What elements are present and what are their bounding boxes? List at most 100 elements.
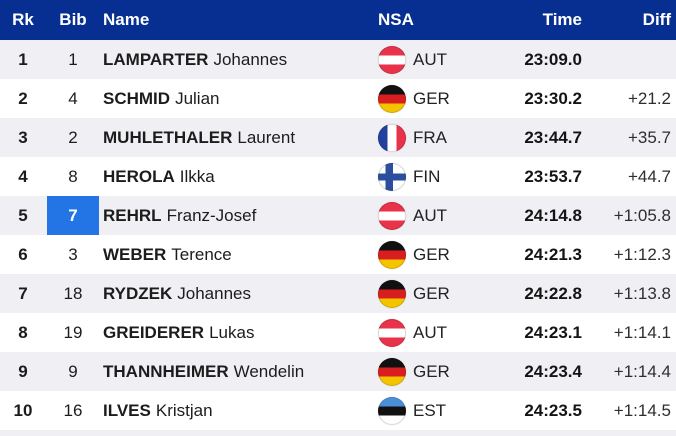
nsa-cell: AUT xyxy=(378,45,500,74)
nsa-cell: GER xyxy=(378,240,500,269)
bib-number: 9 xyxy=(68,361,78,381)
time-value: 24:21.3 xyxy=(524,244,582,264)
time-value: 23:53.7 xyxy=(524,166,582,186)
athlete-firstname: Kristjan xyxy=(155,400,213,420)
athlete-firstname: Laurent xyxy=(237,127,296,147)
athlete-name: THANNHEIMER Wendelin xyxy=(100,362,378,382)
athlete-surname: THANNHEIMER xyxy=(103,361,229,381)
athlete-firstname: Lukas xyxy=(209,322,255,342)
header-diff: Diff xyxy=(642,10,671,29)
rank: 10 xyxy=(13,400,33,420)
table-row[interactable]: 7 18 RYDZEK Johannes GER 24:22.8 +1:13.8 xyxy=(0,274,676,313)
flag-icon xyxy=(378,45,406,74)
nsa-cell: FIN xyxy=(378,162,500,191)
table-row[interactable]: 8 19 GREIDERER Lukas AUT 24:23.1 +1:14.1 xyxy=(0,313,676,352)
time-value: 24:23.5 xyxy=(524,400,582,420)
diff-value: +1:14.1 xyxy=(613,322,671,342)
table-header: Rk Bib Name NSA Time Diff xyxy=(0,0,676,40)
rank: 4 xyxy=(18,166,28,186)
flag-icon xyxy=(378,396,406,425)
nsa-code: AUT xyxy=(413,322,447,342)
nsa-code: GER xyxy=(413,88,450,108)
time-value: 24:23.4 xyxy=(524,361,582,381)
flag-icon xyxy=(378,318,406,347)
nsa-code: GER xyxy=(413,283,450,303)
bib-number: 3 xyxy=(68,244,78,264)
diff-value: +1:14.5 xyxy=(613,400,671,420)
diff-value: +35.7 xyxy=(627,127,671,147)
nsa-code: GER xyxy=(413,361,450,381)
nsa-code: FIN xyxy=(413,166,441,186)
flag-icon xyxy=(378,123,406,152)
flag-icon xyxy=(378,201,406,230)
athlete-surname: ILVES xyxy=(103,400,151,420)
header-nsa: NSA xyxy=(378,10,414,29)
flag-icon xyxy=(378,162,406,191)
athlete-name: WEBER Terence xyxy=(100,245,378,265)
next-row-partial xyxy=(0,430,676,436)
table-row-selected[interactable]: 5 7 REHRL Franz-Josef AUT 24:14.8 +1:05.8 xyxy=(0,196,676,235)
athlete-name: SCHMID Julian xyxy=(100,89,378,109)
time-value: 24:22.8 xyxy=(524,283,582,303)
athlete-name: MUHLETHALER Laurent xyxy=(100,128,378,148)
rank: 8 xyxy=(18,322,28,342)
table-row[interactable]: 2 4 SCHMID Julian GER 23:30.2 +21.2 xyxy=(0,79,676,118)
table-row[interactable]: 4 8 HEROLA Ilkka FIN 23:53.7 +44.7 xyxy=(0,157,676,196)
athlete-surname: WEBER xyxy=(103,244,167,264)
diff-value: +1:12.3 xyxy=(613,244,671,264)
athlete-surname: LAMPARTER xyxy=(103,49,209,69)
nsa-code: AUT xyxy=(413,49,447,69)
athlete-surname: MUHLETHALER xyxy=(103,127,233,147)
rank: 9 xyxy=(18,361,28,381)
flag-icon xyxy=(378,357,406,386)
header-name: Name xyxy=(103,10,150,29)
athlete-surname: RYDZEK xyxy=(103,283,173,303)
table-row[interactable]: 6 3 WEBER Terence GER 24:21.3 +1:12.3 xyxy=(0,235,676,274)
athlete-name: REHRL Franz-Josef xyxy=(100,206,378,226)
table-row[interactable]: 9 9 THANNHEIMER Wendelin GER 24:23.4 +1:1… xyxy=(0,352,676,391)
diff-value: +1:14.4 xyxy=(613,361,671,381)
table-row[interactable]: 10 16 ILVES Kristjan EST 24:23.5 +1:14.5 xyxy=(0,391,676,430)
time-value: 24:23.1 xyxy=(524,322,582,342)
bib-number: 18 xyxy=(63,283,83,303)
athlete-firstname: Franz-Josef xyxy=(166,205,257,225)
time-value: 23:30.2 xyxy=(524,88,582,108)
table-row[interactable]: 3 2 MUHLETHALER Laurent FRA 23:44.7 +35.7 xyxy=(0,118,676,157)
athlete-surname: GREIDERER xyxy=(103,322,205,342)
diff-value: +44.7 xyxy=(627,166,671,186)
nsa-code: FRA xyxy=(413,127,447,147)
athlete-firstname: Johannes xyxy=(177,283,251,303)
bib-number: 16 xyxy=(63,400,83,420)
nsa-cell: GER xyxy=(378,279,500,308)
nsa-cell: AUT xyxy=(378,201,500,230)
time-value: 24:14.8 xyxy=(524,205,582,225)
table-row[interactable]: 1 1 LAMPARTER Johannes AUT 23:09.0 xyxy=(0,40,676,79)
athlete-firstname: Johannes xyxy=(213,49,288,69)
nsa-code: GER xyxy=(413,244,450,264)
athlete-name: GREIDERER Lukas xyxy=(100,323,378,343)
header-bib: Bib xyxy=(59,10,87,29)
header-rank: Rk xyxy=(12,10,34,29)
flag-icon xyxy=(378,240,406,269)
diff-value: +1:05.8 xyxy=(613,205,671,225)
athlete-name: ILVES Kristjan xyxy=(100,401,378,421)
nsa-cell: EST xyxy=(378,396,500,425)
athlete-name: RYDZEK Johannes xyxy=(100,284,378,304)
nsa-code: AUT xyxy=(413,205,447,225)
bib-number: 8 xyxy=(68,166,78,186)
diff-value: +21.2 xyxy=(627,88,671,108)
athlete-surname: SCHMID xyxy=(103,88,171,108)
nsa-code: EST xyxy=(413,400,447,420)
bib-number: 2 xyxy=(68,127,78,147)
bib-number: 1 xyxy=(68,49,78,69)
bib-number-highlighted: 7 xyxy=(47,196,99,235)
nsa-cell: FRA xyxy=(378,123,500,152)
athlete-firstname: Wendelin xyxy=(233,361,305,381)
rank: 7 xyxy=(18,283,28,303)
bib-number: 19 xyxy=(63,322,83,342)
athlete-firstname: Terence xyxy=(171,244,232,264)
athlete-firstname: Ilkka xyxy=(179,166,215,186)
athlete-surname: REHRL xyxy=(103,205,162,225)
bib-number: 4 xyxy=(68,88,78,108)
